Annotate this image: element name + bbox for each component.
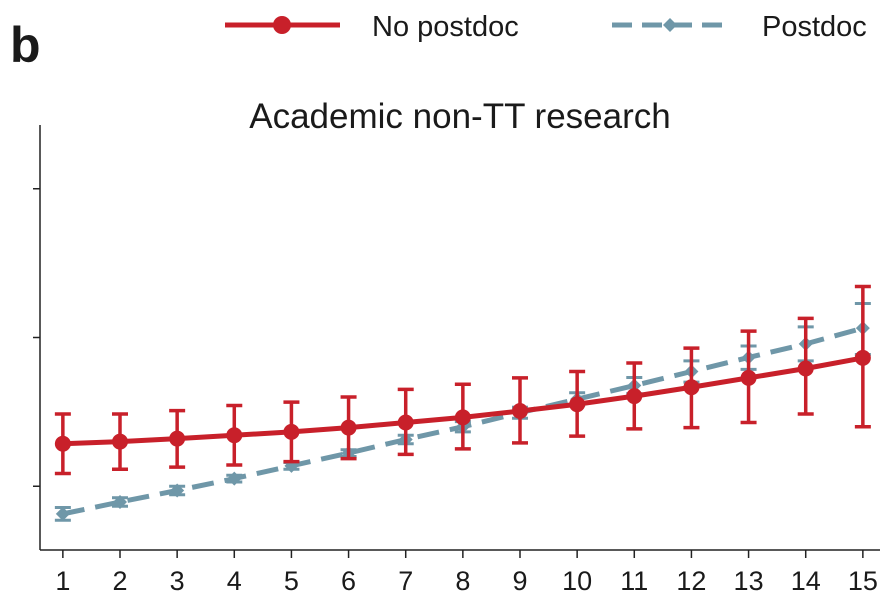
data-point-no-postdoc-15 [854, 349, 871, 366]
legend-label-postdoc: Postdoc [762, 11, 867, 43]
x-tick-label-1: 1 [55, 566, 70, 596]
x-tick-label-15: 15 [848, 566, 878, 596]
data-point-no-postdoc-12 [683, 379, 700, 396]
data-point-no-postdoc-4 [226, 427, 243, 444]
x-tick-label-6: 6 [341, 566, 356, 596]
data-point-postdoc-4 [227, 471, 242, 486]
data-point-no-postdoc-8 [454, 409, 471, 426]
legend-label-no-postdoc: No postdoc [372, 11, 519, 43]
data-point-no-postdoc-7 [397, 414, 414, 431]
legend-marker-postdoc [663, 18, 677, 32]
x-tick-label-11: 11 [620, 566, 648, 596]
data-point-no-postdoc-3 [169, 430, 186, 447]
x-tick-label-7: 7 [398, 566, 413, 596]
legend: No postdoc Postdoc [225, 11, 867, 43]
data-point-no-postdoc-13 [740, 369, 757, 386]
data-point-postdoc-1 [55, 506, 70, 521]
x-tick-label-9: 9 [512, 566, 527, 596]
axes: 1 2 3 4 5 6 7 8 9 10 11 12 13 14 15 [33, 125, 880, 596]
data-point-no-postdoc-11 [626, 388, 643, 405]
data-point-no-postdoc-10 [569, 396, 586, 413]
series-no-postdoc [54, 284, 871, 476]
x-tick-label-10: 10 [562, 566, 592, 596]
x-tick-label-4: 4 [227, 566, 242, 596]
x-tick-label-13: 13 [734, 566, 764, 596]
x-tick-label-5: 5 [284, 566, 299, 596]
y-ticks [33, 188, 40, 487]
data-point-postdoc-2 [113, 494, 127, 509]
x-ticks: 1 2 3 4 5 6 7 8 9 10 11 12 13 14 15 [55, 550, 878, 596]
data-point-no-postdoc-1 [54, 435, 71, 452]
x-tick-label-8: 8 [455, 566, 470, 596]
data-point-no-postdoc-5 [283, 423, 300, 440]
legend-marker-no-postdoc [273, 16, 291, 34]
series-layer [54, 284, 871, 522]
data-point-no-postdoc-14 [797, 360, 814, 377]
data-point-postdoc-3 [170, 483, 185, 498]
x-tick-label-2: 2 [112, 566, 127, 596]
x-tick-label-14: 14 [791, 566, 821, 596]
x-tick-label-3: 3 [170, 566, 185, 596]
data-point-no-postdoc-6 [340, 419, 357, 436]
legend-item-postdoc: Postdoc [612, 11, 867, 43]
chart-title: Academic non-TT research [249, 97, 670, 136]
panel-label: b [10, 17, 41, 73]
x-tick-label-12: 12 [676, 566, 706, 596]
data-point-no-postdoc-2 [112, 433, 128, 450]
data-point-no-postdoc-9 [512, 403, 528, 420]
legend-item-no-postdoc: No postdoc [225, 11, 519, 43]
